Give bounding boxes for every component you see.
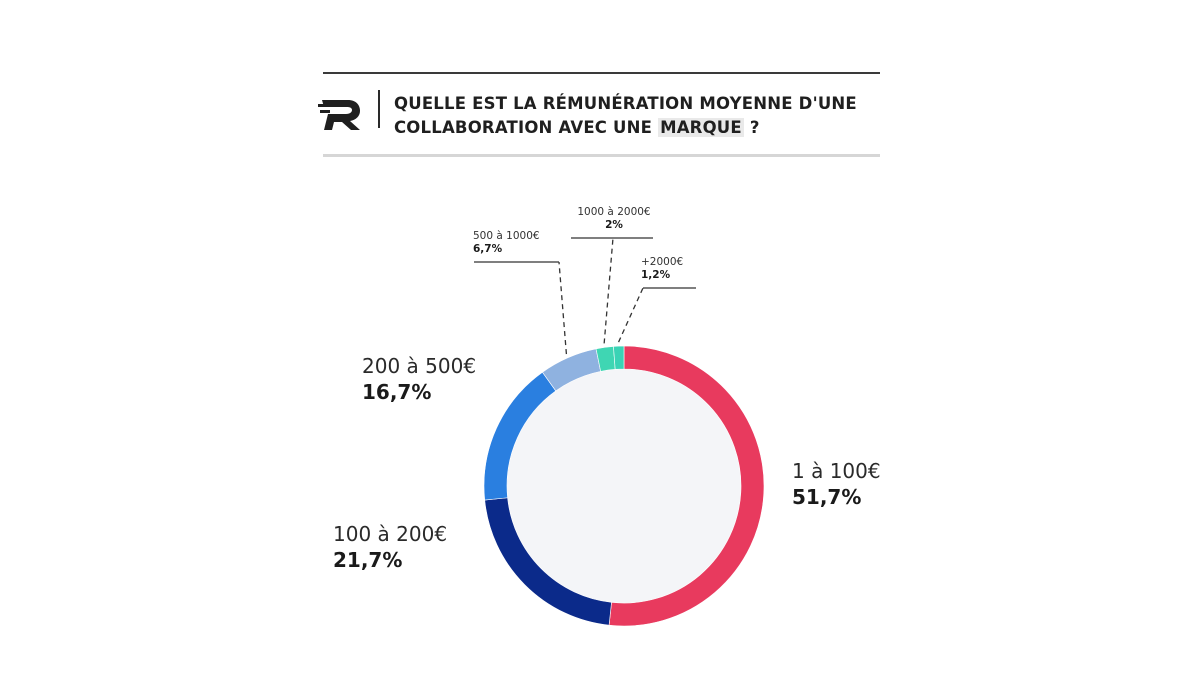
title-highlight: MARQUE — [658, 118, 744, 137]
title-line-2-end: ? — [743, 118, 760, 137]
label-2000-plus-name: +2000€ — [641, 256, 684, 268]
label-500-1000-value: 6,7% — [473, 243, 503, 255]
label-1000-2000-name: 1000 à 2000€ — [577, 206, 651, 218]
label-2000-plus: +2000€ 1,2% — [641, 256, 683, 282]
leader-line-3 — [558, 261, 568, 355]
label-2000-plus-value: 1,2% — [641, 269, 671, 281]
label-200-500: 200 à 500€ 16,7% — [362, 353, 476, 405]
label-100-200-value: 21,7% — [333, 548, 403, 572]
label-1000-2000: 1000 à 2000€ 2% — [571, 206, 657, 232]
label-200-500-name: 200 à 500€ — [362, 354, 477, 378]
logo-separator — [378, 90, 380, 128]
r-logo-icon — [318, 100, 360, 130]
label-1000-2000-value: 2% — [605, 219, 623, 231]
donut-center — [507, 369, 741, 603]
label-500-1000: 500 à 1000€ 6,7% — [473, 230, 540, 256]
leader-line-5 — [617, 287, 644, 343]
label-500-1000-name: 500 à 1000€ — [473, 230, 540, 242]
title-line-2-start: COLLABORATION AVEC UNE — [394, 118, 659, 137]
label-1-100-value: 51,7% — [792, 485, 862, 509]
chart-title: QUELLE EST LA RÉMUNÉRATION MOYENNE D'UNE… — [394, 92, 894, 140]
label-1-100-name: 1 à 100€ — [792, 459, 881, 483]
label-1-100: 1 à 100€ 51,7% — [792, 458, 881, 510]
donut-slice-5 — [613, 345, 625, 370]
title-line-1: QUELLE EST LA RÉMUNÉRATION MOYENNE D'UNE — [394, 94, 857, 113]
header-bottom-rule — [323, 154, 880, 157]
title-line-2: COLLABORATION AVEC UNE MARQUE ? — [394, 116, 894, 140]
leader-line-4 — [603, 237, 614, 344]
label-100-200: 100 à 200€ 21,7% — [333, 521, 447, 573]
label-100-200-name: 100 à 200€ — [333, 522, 448, 546]
donut-slice-0 — [608, 345, 765, 627]
header-top-rule — [323, 72, 880, 74]
label-200-500-value: 16,7% — [362, 380, 432, 404]
